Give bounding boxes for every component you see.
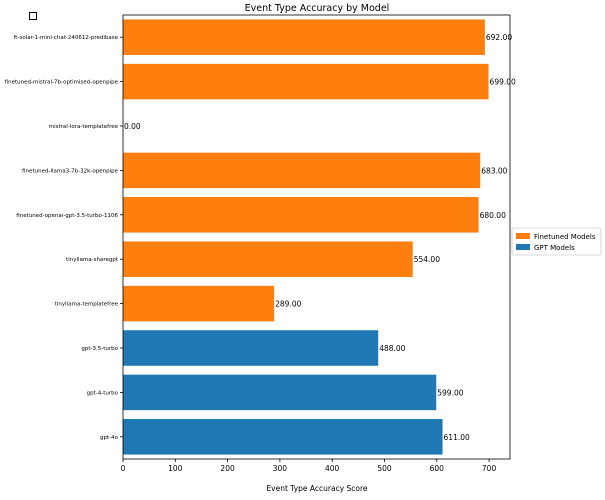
bar: [123, 19, 485, 55]
x-tick-label: 200: [220, 464, 235, 473]
data-label: 692.00: [486, 33, 512, 42]
data-label: 611.00: [444, 433, 470, 442]
x-tick-label: 100: [168, 464, 183, 473]
y-tick-label: finetuned-mistral-7b-optimised-openpipe: [5, 80, 119, 86]
y-tick-label: gpt-3.5-turbo: [81, 346, 118, 352]
x-tick-label: 300: [273, 464, 288, 473]
bar: [123, 374, 437, 411]
data-label: 488.00: [379, 344, 405, 353]
y-tick-label: gpt-4o: [100, 435, 119, 441]
plot-frame: [122, 14, 511, 460]
bar: [123, 152, 481, 189]
data-label: 683.00: [481, 166, 507, 175]
x-axis-label: Event Type Accuracy Score: [266, 484, 367, 493]
data-label: 0.00: [124, 122, 141, 131]
x-tick-label: 700: [482, 464, 497, 473]
legend-box: [511, 227, 602, 256]
bar: [123, 197, 479, 233]
y-tick-label: gpt-4-turbo: [87, 390, 119, 396]
data-label: 289.00: [275, 300, 301, 309]
y-tick-label: finetuned-openai-gpt-3.5-turbo-1106: [16, 213, 118, 219]
x-axis: 0 100 200 300 400 500 600 700: [121, 459, 497, 473]
legend: Finetuned Models GPT Models: [511, 227, 602, 256]
legend-swatch: [516, 244, 530, 250]
data-label: 554.00: [414, 255, 440, 264]
legend-label: Finetuned Models: [534, 233, 596, 241]
bar: [123, 63, 489, 100]
data-label: 599.00: [437, 388, 463, 397]
x-tick-label: 600: [430, 464, 445, 473]
y-tick-label: finetuned-llama3-7b-32k-openpipe: [22, 168, 118, 174]
data-label: 680.00: [480, 211, 506, 220]
legend-label: GPT Models: [534, 244, 575, 252]
bar: [123, 241, 413, 277]
x-tick-label: 500: [377, 464, 392, 473]
bar: [123, 330, 379, 366]
x-tick-label: 0: [121, 464, 126, 473]
bar: [123, 419, 443, 455]
y-tick-label: tinyllama-sharegpt: [66, 257, 119, 263]
bars-layer: ft-solar-1-mini-chat-240612-predibase 692…: [5, 19, 516, 455]
checkbox-icon[interactable]: [29, 12, 37, 20]
x-tick-label: 400: [325, 464, 340, 473]
chart-title: Event Type Accuracy by Model: [245, 3, 390, 14]
y-tick-label: tinyllama-templatefree: [55, 302, 119, 308]
legend-swatch: [516, 233, 530, 239]
y-tick-label: ft-solar-1-mini-chat-240612-predibase: [13, 35, 118, 41]
data-label: 699.00: [490, 78, 516, 87]
bar: [123, 285, 275, 322]
y-tick-label: mistral-lora-templatefree: [49, 124, 119, 130]
